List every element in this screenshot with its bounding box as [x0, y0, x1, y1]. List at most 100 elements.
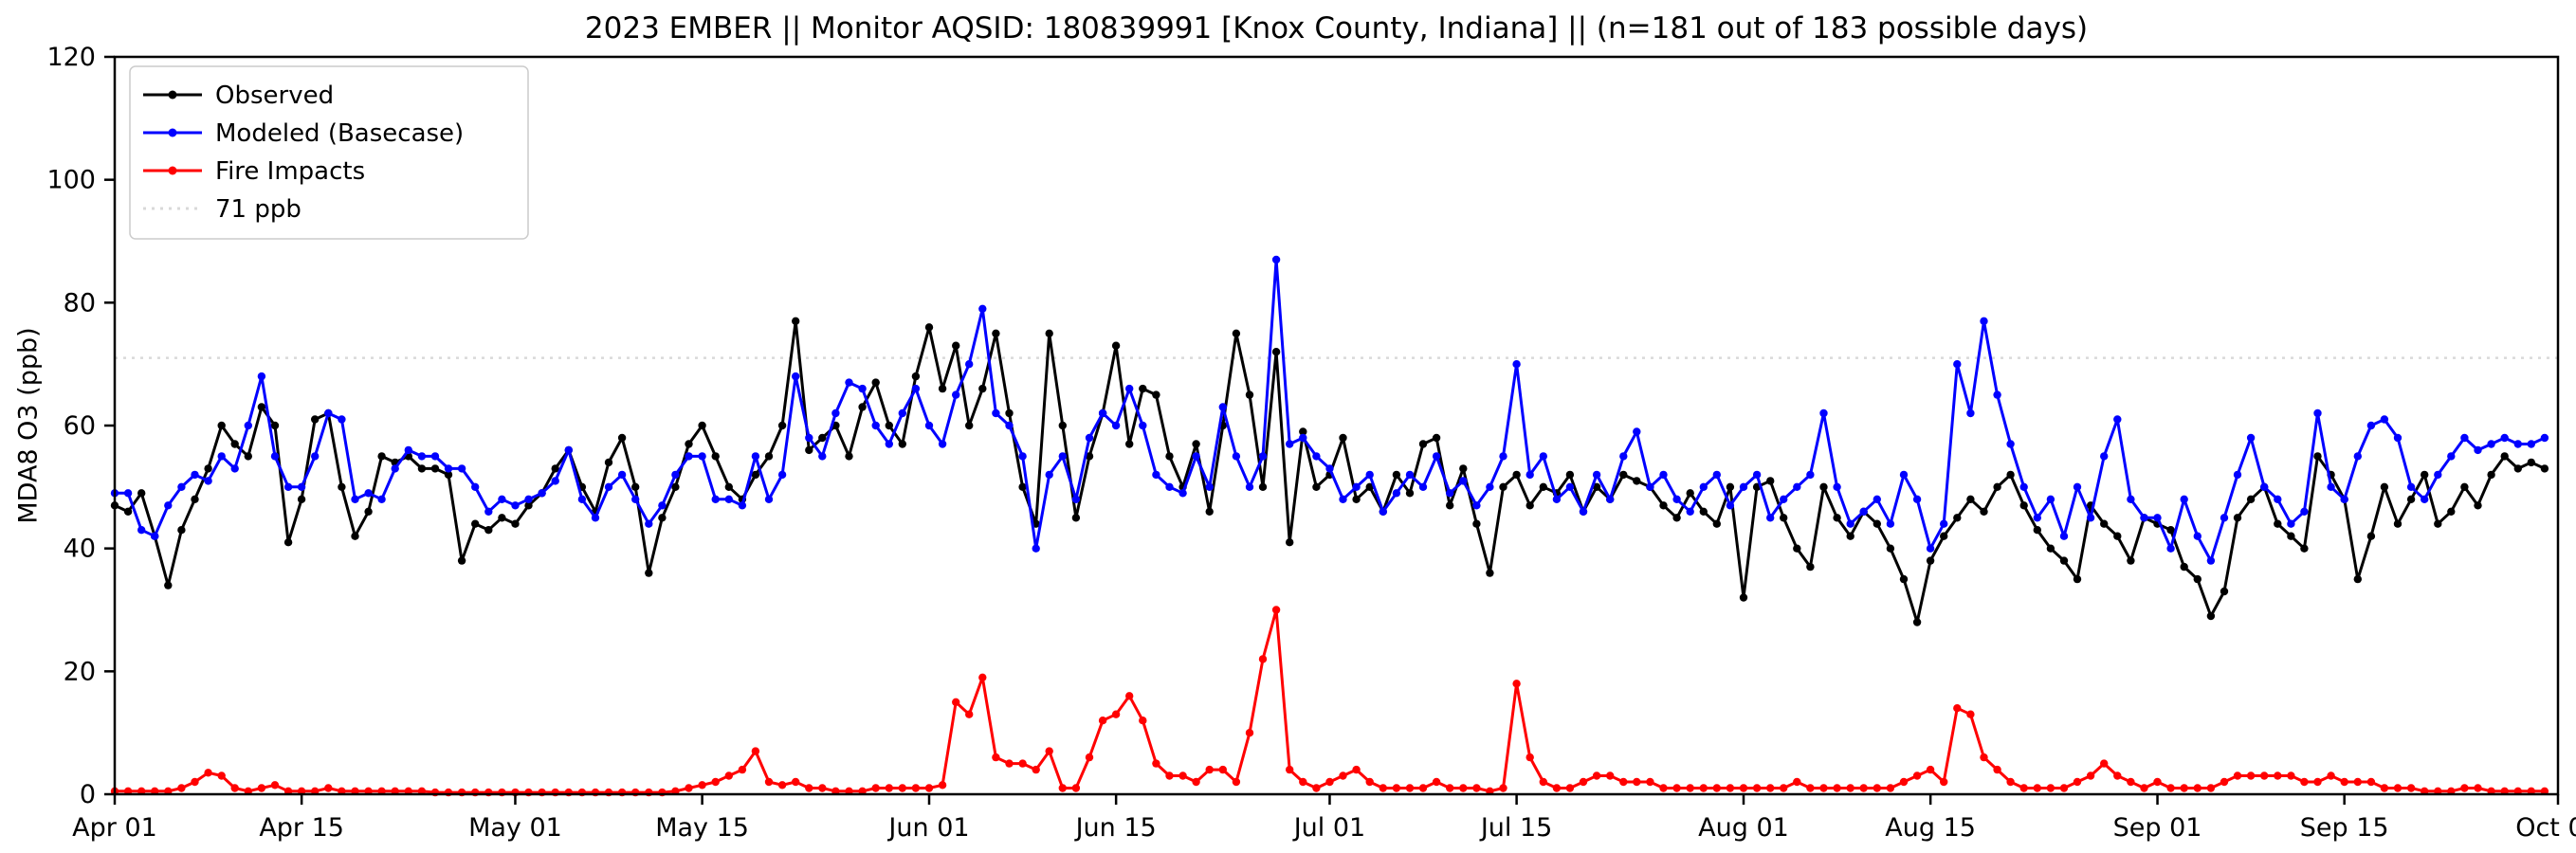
series-marker-1 [191, 470, 199, 480]
series-marker-1 [1846, 519, 1854, 528]
series-marker-0 [524, 501, 533, 510]
series-marker-0 [1018, 482, 1027, 491]
series-marker-0 [1819, 482, 1828, 491]
series-marker-1 [777, 470, 787, 480]
series-marker-2 [2274, 771, 2282, 780]
series-marker-1 [457, 464, 466, 473]
series-marker-1 [2180, 495, 2188, 503]
series-marker-0 [645, 569, 653, 577]
series-marker-2 [1912, 771, 1922, 780]
series-marker-2 [2180, 784, 2188, 792]
series-marker-0 [1953, 514, 1962, 522]
series-marker-2 [2460, 784, 2469, 792]
series-marker-0 [338, 482, 346, 491]
series-marker-1 [1111, 421, 1121, 430]
series-marker-0 [244, 452, 252, 461]
series-marker-1 [1512, 360, 1521, 369]
series-marker-0 [1271, 348, 1281, 356]
series-marker-2 [1499, 784, 1507, 792]
series-marker-0 [1312, 482, 1321, 491]
series-marker-1 [1125, 384, 1134, 393]
series-marker-0 [377, 452, 386, 461]
series-marker-0 [604, 458, 613, 467]
series-marker-2 [818, 784, 827, 792]
series-marker-1 [2220, 514, 2229, 522]
series-marker-2 [1098, 717, 1107, 725]
series-marker-0 [992, 329, 1000, 337]
series-marker-0 [2353, 574, 2362, 584]
series-marker-0 [952, 341, 960, 350]
series-marker-1 [1312, 452, 1321, 461]
series-marker-2 [1565, 784, 1575, 792]
series-marker-2 [2366, 777, 2376, 787]
series-marker-0 [1739, 593, 1748, 602]
series-marker-0 [805, 445, 813, 455]
series-marker-1 [1325, 464, 1334, 473]
series-marker-1 [551, 477, 559, 485]
series-marker-0 [2487, 470, 2495, 480]
legend-label: Fire Impacts [215, 157, 365, 186]
series-marker-0 [1446, 501, 1454, 510]
series-marker-1 [2434, 470, 2442, 480]
series-marker-0 [871, 378, 880, 387]
series-marker-1 [2300, 507, 2309, 516]
series-marker-1 [1045, 470, 1053, 480]
y-tick-label: 60 [64, 411, 96, 441]
series-marker-2 [1071, 784, 1081, 792]
legend-label: Observed [215, 82, 334, 110]
series-marker-1 [671, 470, 680, 480]
series-marker-2 [1178, 771, 1187, 780]
series-marker-0 [1085, 452, 1094, 461]
series-marker-0 [2474, 501, 2482, 510]
series-marker-2 [1886, 784, 1895, 792]
series-marker-2 [1940, 777, 1948, 787]
series-marker-1 [845, 378, 853, 387]
series-marker-0 [2421, 470, 2429, 480]
series-marker-0 [2527, 458, 2535, 467]
series-marker-2 [1833, 784, 1841, 792]
series-marker-1 [1752, 470, 1762, 480]
series-marker-1 [297, 482, 306, 491]
series-marker-1 [283, 482, 293, 491]
series-marker-1 [1646, 482, 1654, 491]
series-marker-1 [924, 421, 934, 430]
series-marker-0 [1926, 556, 1935, 565]
series-marker-1 [1780, 495, 1788, 503]
series-marker-0 [511, 519, 520, 528]
series-marker-2 [217, 771, 226, 780]
series-marker-1 [1446, 489, 1454, 498]
series-marker-2 [257, 784, 266, 792]
series-marker-1 [2513, 440, 2522, 448]
series-marker-0 [2113, 532, 2122, 540]
series-marker-2 [805, 784, 813, 792]
series-marker-0 [1365, 482, 1374, 491]
series-marker-2 [1111, 710, 1121, 718]
series-marker-1 [1365, 470, 1374, 480]
series-marker-0 [351, 532, 359, 540]
legend-sample-marker [168, 166, 177, 175]
series-marker-1 [805, 433, 813, 443]
series-marker-1 [1205, 482, 1214, 491]
series-marker-0 [2233, 514, 2242, 522]
series-marker-2 [2313, 777, 2322, 787]
series-marker-2 [177, 784, 186, 792]
series-marker-0 [1352, 495, 1361, 503]
series-marker-2 [1205, 765, 1214, 774]
series-marker-2 [1606, 771, 1615, 780]
series-marker-1 [151, 532, 159, 540]
series-marker-2 [1672, 784, 1681, 792]
series-marker-0 [1432, 433, 1441, 443]
series-marker-0 [2434, 519, 2442, 528]
series-marker-1 [498, 495, 506, 503]
series-marker-2 [1405, 784, 1415, 792]
series-marker-1 [1258, 452, 1268, 461]
series-marker-2 [1859, 784, 1868, 792]
series-marker-0 [1165, 452, 1174, 461]
series-marker-1 [257, 372, 266, 381]
series-marker-1 [1192, 452, 1200, 461]
series-marker-0 [845, 452, 853, 461]
series-marker-0 [164, 581, 173, 590]
series-marker-2 [2073, 777, 2082, 787]
series-marker-1 [831, 408, 840, 418]
series-marker-0 [1886, 544, 1895, 553]
